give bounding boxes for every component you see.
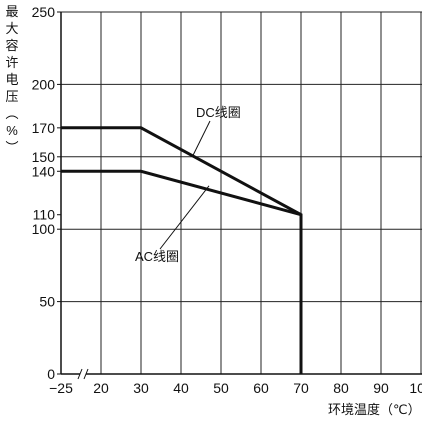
y-axis-label-char: % bbox=[6, 123, 18, 138]
x-tick-label: −25 bbox=[49, 380, 73, 396]
axis-break-gap bbox=[80, 369, 86, 379]
y-tick-label: 170 bbox=[32, 120, 56, 136]
y-tick-label: 150 bbox=[32, 149, 56, 165]
y-axis-label-char: ︶ bbox=[5, 140, 18, 155]
x-axis-label: 环境温度（℃） bbox=[328, 402, 421, 417]
series bbox=[61, 126, 303, 374]
annotation-label: DC线圈 bbox=[196, 105, 241, 120]
series-line-dc bbox=[61, 126, 303, 374]
annotation-leader bbox=[159, 185, 210, 250]
x-tick-label: 70 bbox=[293, 380, 309, 396]
y-tick-label: 0 bbox=[47, 366, 55, 382]
annotations: DC线圈 AC线圈 bbox=[135, 105, 241, 264]
y-tick-label: 100 bbox=[32, 221, 56, 237]
y-tick-label: 140 bbox=[32, 163, 56, 179]
axes bbox=[57, 11, 422, 380]
series-line-ac bbox=[61, 169, 302, 217]
annotation-label: AC线圈 bbox=[135, 249, 179, 264]
x-tick-label: 20 bbox=[93, 380, 109, 396]
y-axis-label-char: 容 bbox=[5, 38, 18, 53]
x-tick-label: 80 bbox=[333, 380, 349, 396]
y-tick-label: 110 bbox=[33, 207, 56, 223]
y-tick-label: 50 bbox=[39, 294, 55, 310]
y-axis-label-char: 许 bbox=[5, 55, 18, 70]
y-tick-label: 200 bbox=[32, 76, 56, 92]
x-tick-label: 100 bbox=[409, 380, 422, 396]
x-tick-label: 50 bbox=[213, 380, 229, 396]
y-axis-label-char: 大 bbox=[5, 21, 18, 36]
y-axis-label-char: 最 bbox=[5, 4, 18, 19]
y-tick-label: 250 bbox=[32, 4, 56, 20]
y-axis-label-char: ︵ bbox=[5, 106, 18, 121]
axis-break-mark bbox=[83, 368, 89, 380]
annotation-leader bbox=[192, 120, 211, 156]
x-tick-label: 60 bbox=[253, 380, 269, 396]
y-axis-label-char: 电 bbox=[5, 72, 18, 87]
y-axis-label-char: 压 bbox=[5, 89, 18, 104]
x-tick-label: 30 bbox=[133, 380, 149, 396]
x-tick-label: 90 bbox=[373, 380, 389, 396]
x-tick-label: 40 bbox=[173, 380, 189, 396]
axis-break-mark bbox=[77, 368, 83, 380]
tick-labels: −252030405060708090100050100110140150170… bbox=[32, 4, 422, 396]
grid bbox=[61, 11, 422, 374]
